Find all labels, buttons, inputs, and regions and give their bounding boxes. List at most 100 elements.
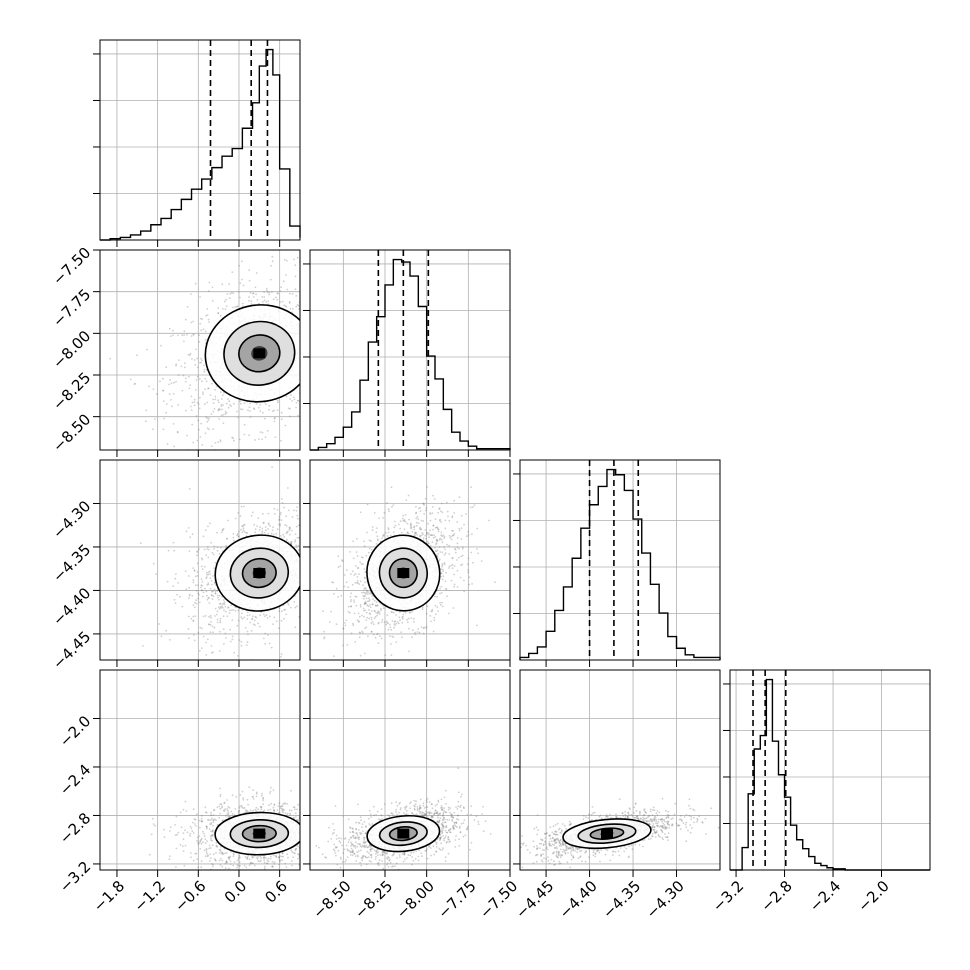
scatter-point <box>276 508 279 511</box>
scatter-point <box>191 594 194 597</box>
scatter-point <box>262 411 264 414</box>
scatter-point <box>208 597 210 599</box>
scatter-point <box>415 521 418 524</box>
scatter-point <box>350 560 352 562</box>
scatter-point <box>279 855 281 858</box>
scatter-point <box>170 382 173 384</box>
scatter-point <box>296 605 298 608</box>
scatter-point <box>302 604 304 606</box>
scatter-point <box>323 282 325 284</box>
scatter-point <box>171 405 173 408</box>
scatter-point <box>275 856 278 858</box>
scatter-point <box>452 534 455 537</box>
scatter-point <box>345 252 347 254</box>
scatter-point <box>301 805 303 807</box>
scatter-point <box>404 611 407 614</box>
scatter-point <box>211 300 214 302</box>
scatter-point <box>288 526 291 529</box>
scatter-point <box>207 583 210 586</box>
scatter-point <box>165 366 168 368</box>
scatter-point <box>223 801 226 804</box>
scatter-point <box>327 346 329 348</box>
scatter-point <box>363 588 366 590</box>
scatter-point <box>378 517 381 519</box>
scatter-point <box>202 391 204 394</box>
scatter-point <box>429 545 432 547</box>
scatter-point <box>215 842 218 844</box>
scatter-point <box>329 332 331 334</box>
scatter-point <box>224 852 227 854</box>
scatter-point <box>362 296 364 298</box>
scatter-point <box>325 276 327 278</box>
scatter-point <box>279 805 282 808</box>
scatter-point <box>314 385 316 387</box>
scatter-point <box>314 366 316 368</box>
scatter-point <box>438 546 441 548</box>
scatter-point <box>219 603 222 605</box>
scatter-point <box>223 609 225 611</box>
scatter-point <box>453 585 455 588</box>
scatter-point <box>212 428 215 430</box>
scatter-point <box>327 564 329 566</box>
scatter-point <box>192 334 195 336</box>
scatter-point <box>280 656 282 658</box>
scatter-point <box>426 540 429 543</box>
scatter-point <box>418 631 421 634</box>
scatter-point <box>364 587 366 589</box>
scatter-point <box>354 287 356 289</box>
scatter-point <box>419 534 421 537</box>
scatter-point <box>432 630 435 633</box>
scatter-point <box>415 517 418 520</box>
scatter-point <box>458 529 461 532</box>
scatter-point <box>242 798 245 801</box>
scatter-point <box>376 612 379 615</box>
scatter-point <box>338 340 340 342</box>
scatter-point <box>386 621 388 624</box>
scatter-point <box>221 853 224 855</box>
scatter-point <box>198 548 200 550</box>
scatter-point <box>361 317 363 319</box>
scatter-point <box>319 566 321 568</box>
scatter-point <box>316 817 318 819</box>
scatter-point <box>245 811 248 814</box>
scatter-point <box>388 510 390 512</box>
scatter-point <box>325 538 327 540</box>
scatter-point <box>289 527 291 530</box>
scatter-point <box>133 383 136 385</box>
scatter-point <box>356 329 358 331</box>
scatter-point <box>243 807 246 809</box>
scatter-point <box>386 614 389 617</box>
scatter-point <box>226 538 228 540</box>
scatter-point <box>236 534 239 537</box>
scatter-point <box>212 410 215 413</box>
scatter-point <box>239 794 242 796</box>
scatter-point <box>302 551 304 553</box>
scatter-point <box>414 534 416 537</box>
scatter-point <box>371 594 374 597</box>
scatter-point <box>221 308 224 310</box>
scatter-point <box>438 507 441 509</box>
scatter-point <box>210 580 213 582</box>
scatter-point <box>307 588 309 590</box>
scatter-point <box>269 278 272 281</box>
scatter-point <box>222 668 224 670</box>
scatter-point <box>363 603 366 606</box>
scatter-point <box>184 800 187 803</box>
scatter-point <box>445 571 447 574</box>
scatter-point <box>325 544 327 546</box>
scatter-point <box>248 269 251 272</box>
scatter-point <box>244 811 247 814</box>
scatter-point <box>218 407 220 410</box>
scatter-point <box>278 515 281 518</box>
scatter-point <box>208 828 211 830</box>
scatter-point <box>440 585 443 588</box>
scatter-point <box>210 594 213 597</box>
scatter-point <box>184 362 186 365</box>
scatter-point <box>295 305 298 308</box>
scatter-point <box>433 619 436 622</box>
scatter-point <box>326 284 328 286</box>
scatter-point <box>361 591 363 594</box>
scatter-point <box>247 409 249 412</box>
scatter-point <box>393 623 396 625</box>
scatter-point <box>247 803 250 806</box>
